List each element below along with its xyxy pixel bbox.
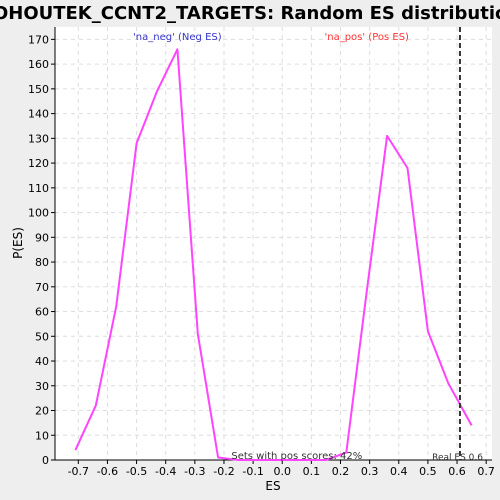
x-tick-label: -0.7 [68,465,89,478]
y-tick-label: 100 [28,207,49,220]
y-tick-label: 170 [28,33,49,46]
y-tick-label: 80 [35,256,49,269]
x-tick-label: 0.3 [361,465,379,478]
y-tick-label: 50 [35,330,49,343]
pos-es-label: 'na_pos' (Pos ES) [324,32,409,43]
annotations: 'na_neg' (Neg ES) 'na_pos' (Pos ES) Sets w… [133,27,483,463]
x-tick-label: -0.1 [242,465,263,478]
y-tick-label: 160 [28,58,49,71]
x-tick-label: 0.6 [448,465,466,478]
series-layer [74,48,473,461]
y-tick-label: 20 [35,405,49,418]
y-tick-label: 90 [35,231,49,244]
x-tick-label: 0.7 [477,465,495,478]
x-tick-label: 0.5 [419,465,437,478]
x-tick-label: -0.2 [213,465,234,478]
y-tick-label: 130 [28,132,49,145]
x-tick-label: -0.6 [97,465,118,478]
y-tick-label: 60 [35,306,49,319]
x-tick-label: -0.4 [155,465,176,478]
chart-title: KOHOUTEK_CCNT2_TARGETS: Random ES distri… [0,3,500,24]
y-tick-label: 0 [42,454,49,467]
y-tick-label: 110 [28,182,49,195]
pos-scores-text: Sets with pos scores: 42% [231,451,362,462]
y-tick-label: 70 [35,281,49,294]
y-tick-label: 150 [28,83,49,96]
x-ticks: -0.7 -0.6 -0.5 -0.4 -0.3 -0.2 -0.1 0.0 0.1 0.2 0.3… [68,460,495,478]
y-tick-label: 40 [35,355,49,368]
y-tick-label: 30 [35,380,49,393]
es-distribution-line [74,48,473,461]
y-tick-label: 140 [28,108,49,121]
y-axis-label: P(ES) [11,227,25,259]
x-tick-label: 0.2 [332,465,350,478]
x-tick-label: -0.5 [126,465,147,478]
x-tick-label: -0.3 [184,465,205,478]
real-es-text: Real ES 0.6 [432,453,483,463]
y-tick-label: 10 [35,429,49,442]
x-tick-label: 0.0 [273,465,291,478]
x-axis-label: ES [265,479,280,493]
y-tick-label: 120 [28,157,49,170]
plot-area [55,27,492,460]
x-tick-label: 0.4 [390,465,408,478]
y-ticks: 0 10 20 30 40 50 60 70 80 90 100 110 120 130 140 150 160… [28,33,55,467]
x-tick-label: 0.1 [303,465,321,478]
neg-es-label: 'na_neg' (Neg ES) [133,32,222,43]
grid-lines [55,27,492,461]
